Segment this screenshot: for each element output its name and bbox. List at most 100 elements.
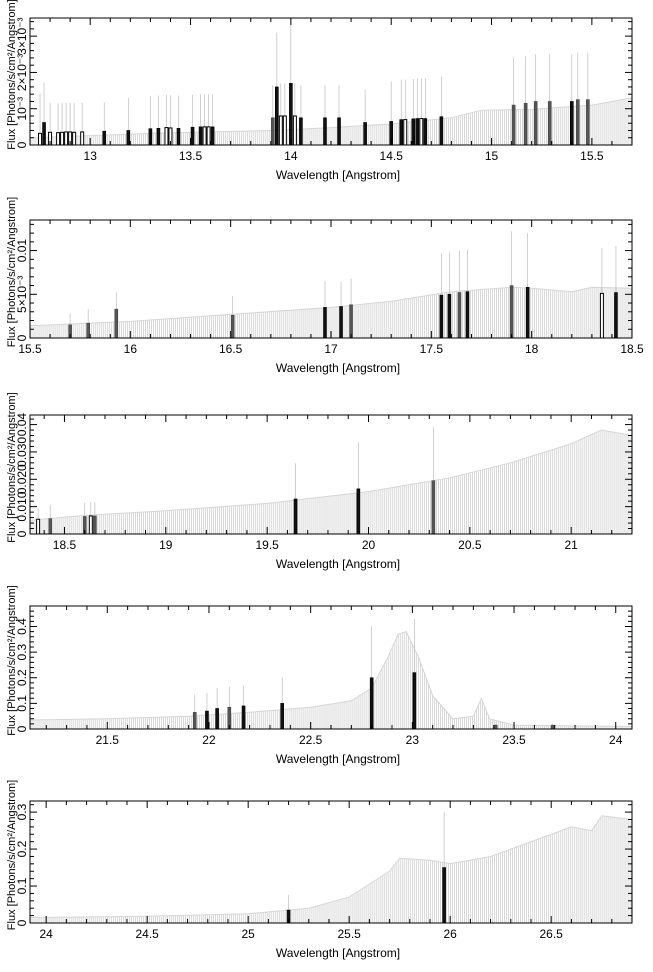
panel-2: 15.5 16 16.5 17 17.5 18 18.5 0 5×10⁻³ 0.01 Wavelen… — [6, 197, 644, 375]
data-bin — [60, 131, 65, 146]
x-tick-label: 25 — [241, 927, 255, 941]
data-bin — [198, 126, 203, 146]
data-bin — [465, 291, 470, 339]
x-tick-label: 26.5 — [540, 927, 564, 941]
data-bin — [550, 724, 555, 730]
data-bin — [356, 488, 361, 535]
data-bin — [509, 285, 514, 339]
data-bin — [457, 292, 462, 339]
y-tick-label: 0.1 — [15, 877, 29, 894]
x-tick-label: 22.5 — [299, 733, 323, 747]
data-bin — [164, 127, 169, 146]
data-bin — [42, 122, 46, 146]
data-bin — [523, 102, 528, 146]
model-envelope — [29, 815, 633, 918]
x-tick-label: 22 — [202, 733, 216, 747]
data-bin — [230, 314, 235, 339]
y-axis-label: Flux [Photons/s/cm²/Angstrom] — [6, 197, 18, 347]
y-tick-label: 0.04 — [15, 413, 29, 437]
data-bin — [241, 705, 246, 730]
data-bin — [547, 101, 552, 146]
y-tick-label: 10⁻³ — [15, 97, 29, 121]
y-axis-label: Flux [Photons/s/cm²/Angstrom] — [6, 0, 18, 150]
y-tick-label: 0.3 — [15, 643, 29, 660]
model-envelope — [29, 429, 633, 521]
x-tick-label: 24 — [39, 927, 53, 941]
y-tick-label: 0 — [15, 725, 29, 732]
data-bin — [511, 104, 516, 146]
data-bin — [102, 130, 107, 146]
data-bin — [202, 126, 207, 146]
y-tick-label: 0.01 — [15, 239, 29, 263]
x-tick-label: 23.5 — [502, 733, 526, 747]
y-tick-label: 0 — [15, 530, 29, 537]
model-hatch — [30, 815, 632, 923]
data-bin — [447, 293, 452, 339]
data-bin — [48, 518, 53, 535]
data-bin — [299, 117, 303, 146]
x-tick-label: 18 — [525, 342, 539, 356]
x-tick-label: 16.5 — [219, 342, 243, 356]
data-bin — [280, 703, 284, 730]
model-hatch — [30, 631, 632, 729]
data-bin — [569, 101, 574, 146]
x-tick-label: 14.5 — [380, 149, 404, 163]
plot-frame — [29, 605, 633, 730]
y-axis-label: Flux [Photons/s/cm²/Angstrom] — [6, 780, 18, 930]
data-bin — [289, 83, 293, 146]
data-bin — [88, 515, 93, 535]
y-tick-label: 0.1 — [15, 695, 29, 712]
x-tick-label: 19.5 — [255, 538, 279, 552]
x-axis-label: Wavelength [Angstrom] — [276, 557, 400, 571]
data-bin — [599, 292, 604, 339]
data-bin — [339, 306, 343, 339]
data-bin — [423, 118, 428, 146]
data-bin — [525, 287, 530, 339]
data-bin — [399, 119, 404, 146]
x-axis-label: Wavelength [Angstrom] — [276, 752, 400, 766]
data-bin — [114, 308, 119, 339]
y-tick-label: 0.4 — [15, 618, 29, 635]
data-bin — [323, 307, 327, 339]
panel-4: 21.5 22 22.5 23 23.5 24 0 0.1 0.2 0.3 0.4 Wavelengt… — [6, 585, 633, 766]
data-bin — [403, 119, 408, 146]
panel-1: 13 13.5 14 14.5 15 15.5 0 10⁻³ 2×10⁻³3×10⁻³ Wavel… — [6, 0, 633, 182]
data-bin — [56, 132, 61, 146]
data-bin — [271, 117, 275, 146]
data-bin — [323, 117, 327, 146]
model-envelope — [29, 630, 633, 727]
data-bin — [275, 86, 279, 146]
data-bin — [215, 708, 219, 730]
data-bin — [192, 712, 197, 730]
y-axis-label: Flux [Photons/s/cm²/Angstrom] — [6, 392, 18, 542]
data-bin — [206, 126, 211, 146]
plot-frame — [29, 414, 633, 535]
data-bin — [190, 126, 195, 146]
data-bin — [369, 677, 374, 730]
plot-frame — [29, 800, 633, 924]
data-bin — [614, 292, 618, 339]
y-tick-label: 0.010 — [15, 491, 29, 521]
data-bin — [72, 131, 77, 146]
panel-5: 24 24.5 25 25.5 26 26.5 0 0.1 0.2 0.3 Wavelength [… — [6, 780, 633, 960]
data-bin — [412, 672, 417, 730]
x-tick-label: 17 — [324, 342, 338, 356]
x-tick-label: 24 — [609, 733, 623, 747]
data-bin — [156, 128, 161, 146]
x-tick-label: 25.5 — [338, 927, 362, 941]
y-tick-label: 0 — [15, 334, 29, 341]
data-bin — [205, 710, 209, 730]
model-envelope — [29, 286, 633, 327]
y-tick-label: 3×10⁻³ — [15, 17, 29, 54]
x-tick-label: 19 — [159, 538, 173, 552]
plot-frame — [29, 219, 633, 339]
plot-frame — [29, 17, 633, 146]
data-bin — [93, 515, 97, 535]
x-tick-label: 16 — [124, 342, 138, 356]
y-tick-label: 0 — [15, 141, 29, 148]
y-tick-label: 2×10⁻³ — [15, 54, 29, 91]
x-tick-label: 18.5 — [53, 538, 77, 552]
data-bin — [86, 322, 90, 339]
data-bin — [176, 128, 181, 146]
